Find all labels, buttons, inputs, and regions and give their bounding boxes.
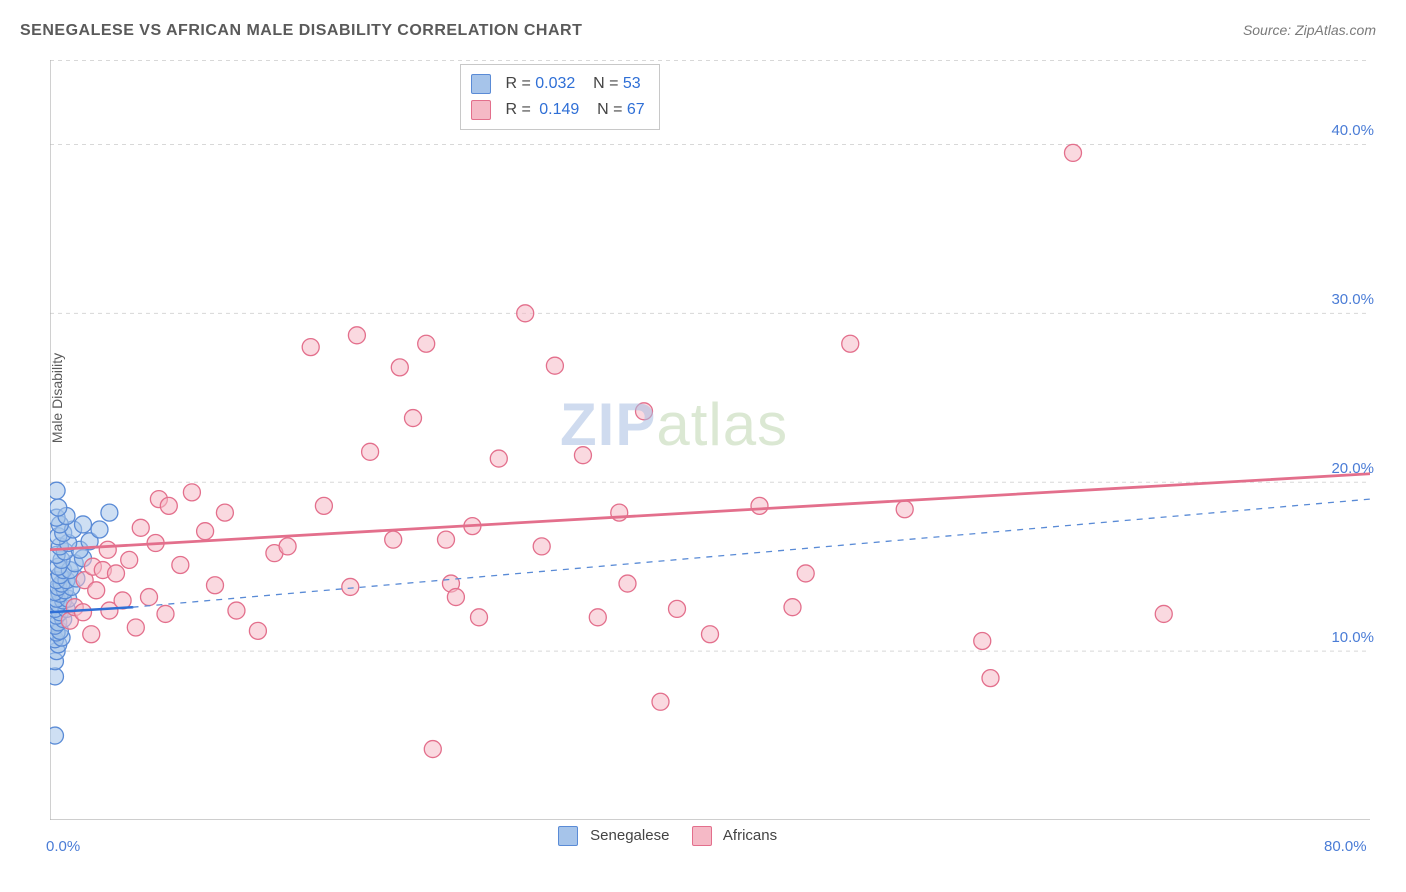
chart-title: SENEGALESE VS AFRICAN MALE DISABILITY CO… <box>20 22 582 40</box>
legend-row-africans: R = 0.149 N = 67 <box>471 97 645 123</box>
x-tick-label: 80.0% <box>1324 838 1367 855</box>
legend-R-value: 0.149 <box>535 101 579 118</box>
series-legend: Senegalese Africans <box>540 826 777 846</box>
legend-N-label: N = <box>597 101 622 118</box>
plot-area: ZIPatlas R = 0.032 N = 53 R = 0.149 N = … <box>50 60 1370 820</box>
legend-swatch-icon <box>471 74 491 94</box>
legend-swatch-icon <box>558 826 578 846</box>
legend-label: Senegalese <box>590 827 669 844</box>
legend-R-value: 0.032 <box>535 75 575 92</box>
legend-label: Africans <box>723 827 777 844</box>
legend-N-label: N = <box>593 75 618 92</box>
legend-swatch-icon <box>471 100 491 120</box>
scatter-chart-svg <box>50 60 1370 820</box>
legend-N-value: 67 <box>627 101 645 118</box>
y-tick-label: 10.0% <box>1314 629 1374 646</box>
legend-N-value: 53 <box>623 75 641 92</box>
legend-swatch-icon <box>692 826 712 846</box>
legend-row-senegalese: R = 0.032 N = 53 <box>471 71 645 97</box>
correlation-legend: R = 0.032 N = 53 R = 0.149 N = 67 <box>460 64 660 130</box>
legend-R-label: R = <box>505 101 530 118</box>
x-tick-label: 0.0% <box>46 838 80 855</box>
y-tick-label: 30.0% <box>1314 291 1374 308</box>
legend-R-label: R = <box>505 75 530 92</box>
y-tick-label: 40.0% <box>1314 122 1374 139</box>
y-tick-label: 20.0% <box>1314 460 1374 477</box>
source-text: Source: ZipAtlas.com <box>1243 22 1376 38</box>
